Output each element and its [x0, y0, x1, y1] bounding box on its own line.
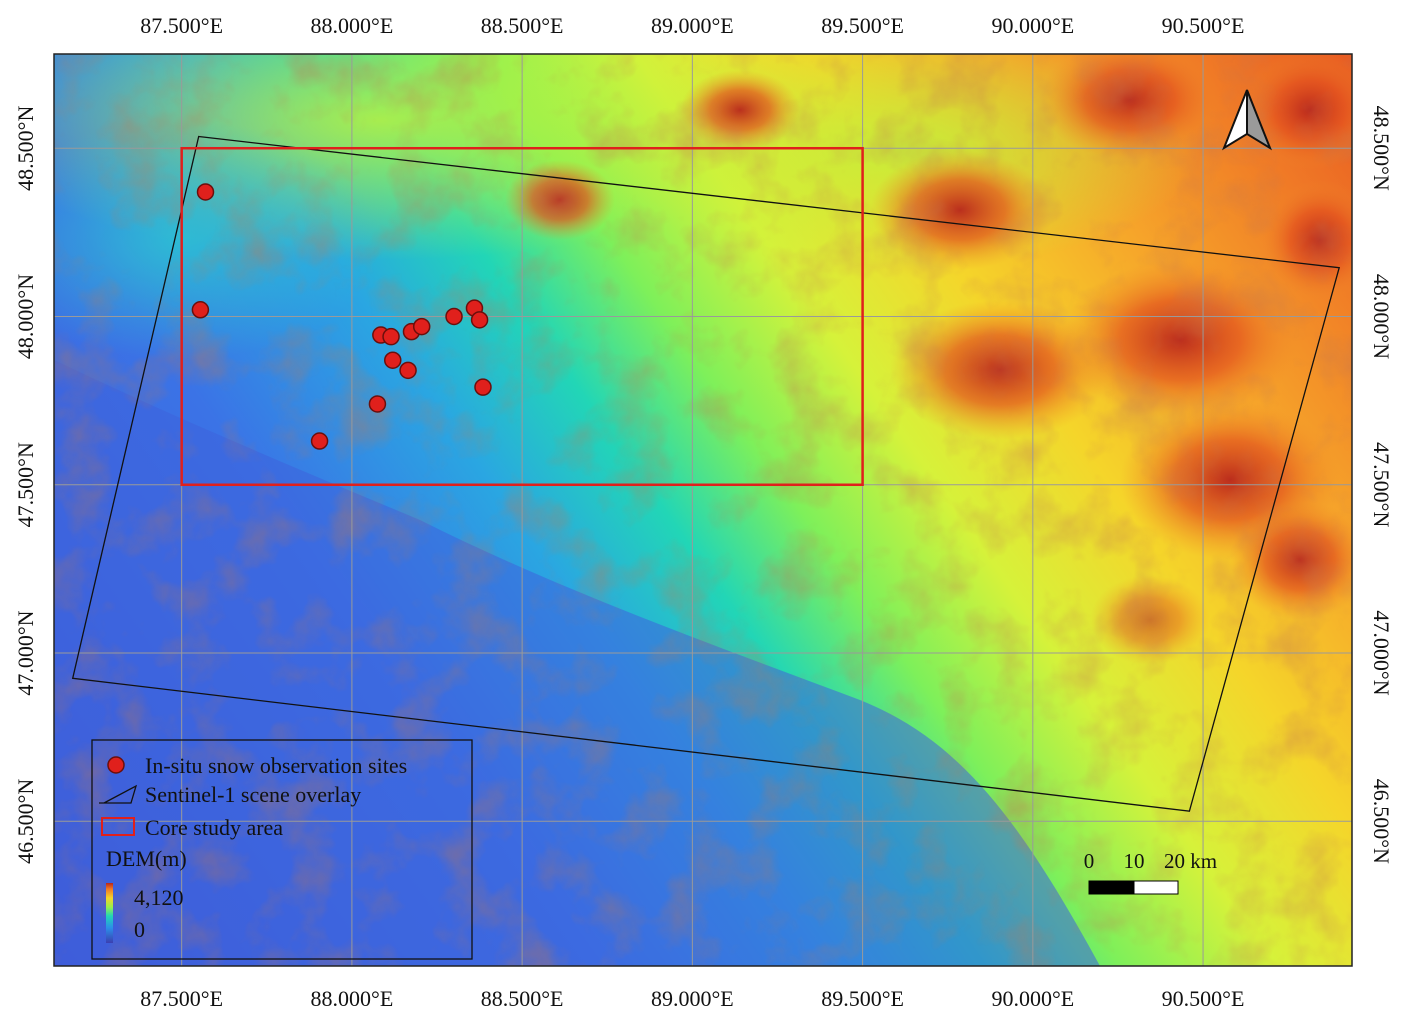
dem-terrain [54, 54, 1352, 966]
core-study-area-outline [180, 146, 864, 487]
observation-site-marker [368, 395, 387, 413]
sentinel-scene-outline [71, 135, 1341, 812]
scale-bar-segment-white [1133, 880, 1179, 895]
legend-dem-title: DEM(m) [106, 846, 187, 871]
lat-tick-label-right: 46.500°N [1369, 779, 1394, 864]
lat-tick-label-left: 47.000°N [13, 610, 38, 695]
north-arrow-icon [1221, 89, 1273, 151]
legend-scene-icon [99, 784, 138, 804]
scale-bar: 0 10 20 km [1084, 849, 1217, 895]
map-overlays [71, 135, 1341, 812]
observation-site-marker [191, 301, 210, 319]
legend-label-scene: Sentinel-1 scene overlay [145, 782, 361, 807]
lon-tick-label-bottom: 88.500°E [481, 986, 564, 1011]
legend-core-area-icon [101, 817, 135, 836]
observation-site-marker [310, 432, 329, 450]
lon-tick-label-top: 89.500°E [821, 13, 904, 38]
lat-tick-label-left: 48.500°N [13, 106, 38, 191]
dem-max-label: 4,120 [134, 885, 184, 910]
lon-tick-label-top: 88.500°E [481, 13, 564, 38]
lon-tick-label-bottom: 88.000°E [311, 986, 394, 1011]
lon-tick-label-bottom: 90.000°E [991, 986, 1074, 1011]
lon-tick-label-bottom: 89.500°E [821, 986, 904, 1011]
lon-tick-label-top: 90.000°E [991, 13, 1074, 38]
dem-min-label: 0 [134, 917, 145, 942]
graticule-labels: 87.500°E 87.500°E 88.000°E 88.000°E 88.500°E… [13, 13, 1394, 1011]
observation-site-marker [384, 351, 402, 369]
map-frame [53, 53, 1353, 967]
lon-tick-label-bottom: 89.000°E [651, 986, 734, 1011]
lat-tick-label-left: 48.000°N [13, 274, 38, 359]
observation-site-marker [445, 307, 463, 326]
legend-box [91, 739, 473, 960]
lon-tick-label-top: 90.500°E [1162, 13, 1245, 38]
dem-colorbar [106, 883, 113, 943]
legend: In-situ snow observation sites Sentinel-… [91, 739, 473, 960]
observation-site-marker [382, 327, 400, 346]
observation-site-marker [412, 317, 431, 336]
observation-sites [191, 183, 492, 450]
lon-tick-label-top: 87.500°E [140, 13, 223, 38]
scale-label-0: 0 [1084, 849, 1095, 873]
lon-tick-label-bottom: 87.500°E [140, 986, 223, 1011]
lat-tick-label-right: 47.000°N [1369, 610, 1394, 695]
lat-tick-label-left: 46.500°N [13, 779, 38, 864]
lon-tick-label-bottom: 90.500°E [1162, 986, 1245, 1011]
observation-site-marker [399, 361, 417, 380]
scale-bar-segment-black [1088, 880, 1135, 895]
legend-label-sites: In-situ snow observation sites [145, 753, 407, 778]
lat-tick-label-right: 47.500°N [1369, 442, 1394, 527]
lat-tick-label-right: 48.000°N [1369, 274, 1394, 359]
scale-label-20km: 20 km [1164, 849, 1217, 873]
observation-site-marker [196, 183, 215, 201]
lon-tick-label-top: 88.000°E [311, 13, 394, 38]
lat-tick-label-left: 47.500°N [13, 442, 38, 527]
scale-label-10: 10 [1124, 849, 1145, 873]
lon-tick-label-top: 89.000°E [651, 13, 734, 38]
observation-site-marker [470, 311, 489, 329]
lat-tick-label-right: 48.500°N [1369, 106, 1394, 191]
legend-site-marker-icon [107, 756, 125, 774]
legend-label-core-area: Core study area [145, 815, 283, 840]
observation-site-marker [474, 378, 492, 396]
